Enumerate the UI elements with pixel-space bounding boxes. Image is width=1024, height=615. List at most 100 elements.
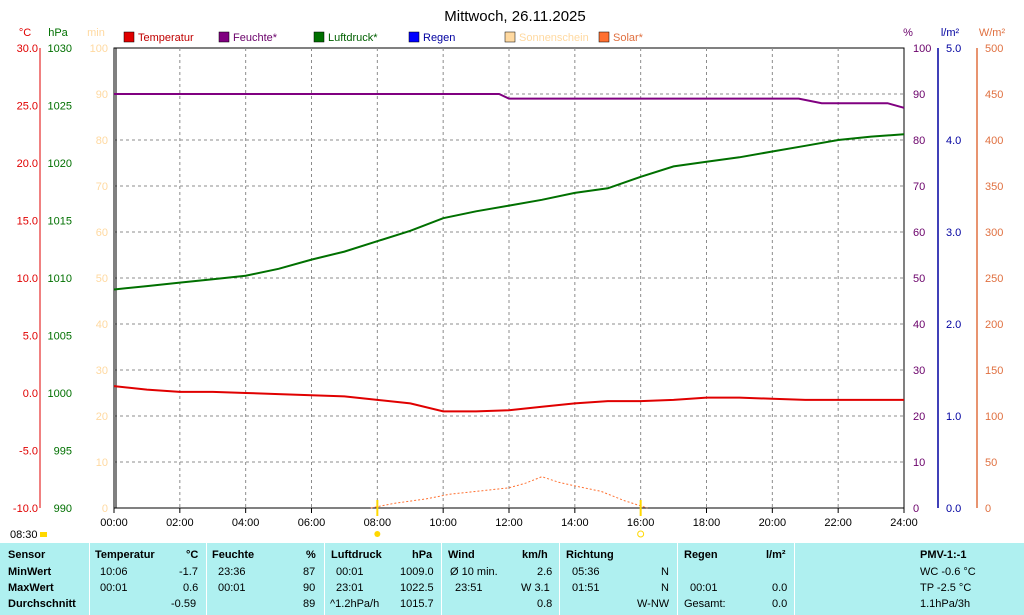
axis-tick-min: 50 — [96, 273, 108, 285]
axis-tick-lm: 5.0 — [946, 43, 961, 55]
row-avg-label: Durchschnitt — [8, 598, 76, 610]
axis-tick-min: 90 — [96, 89, 108, 101]
axis-tick-min: 10 — [96, 457, 108, 469]
axis-tick-lm: 2.0 — [946, 319, 961, 331]
row-min-label: MinWert — [8, 566, 52, 578]
min-press-value: 1009.0 — [400, 566, 434, 578]
axis-tick-deg: 100 — [913, 43, 931, 55]
header-press-unit: hPa — [412, 549, 433, 561]
x-axis-label: 14:00 — [561, 517, 589, 529]
x-axis-label: 24:00 — [890, 517, 918, 529]
legend-swatch — [313, 31, 325, 43]
axis-tick-deg: 80 — [913, 135, 925, 147]
max-hum-time: 00:01 — [218, 582, 246, 594]
axis-tick-hPa: 1005 — [48, 331, 72, 343]
axis-tick-Wm: 350 — [985, 181, 1003, 193]
min-temp-time: 10:06 — [100, 566, 128, 578]
header-rain-unit: l/m² — [766, 549, 786, 561]
axis-tick-deg: 40 — [913, 319, 925, 331]
axis-tick-lm: 4.0 — [946, 135, 961, 147]
min-dir-value: N — [661, 566, 669, 578]
axis-tick-C: 10.0 — [17, 273, 38, 285]
series-line-solar — [370, 476, 648, 509]
header-humidity: Feuchte — [212, 549, 255, 561]
axis-unit-hPa: hPa — [48, 27, 68, 39]
current-time-indicator — [40, 532, 47, 537]
x-axis-label: 06:00 — [298, 517, 326, 529]
axis-tick-hPa: 995 — [54, 446, 72, 458]
x-axis-label: 04:00 — [232, 517, 260, 529]
axis-tick-deg: 90 — [913, 89, 925, 101]
max-dir-time: 01:51 — [572, 582, 600, 594]
axis-tick-deg: 70 — [913, 181, 925, 193]
axis-tick-deg: 30 — [913, 365, 925, 377]
header-direction: Richtung — [566, 549, 614, 561]
legend-label: Luftdruck* — [328, 32, 378, 44]
axis-tick-deg: 10 — [913, 457, 925, 469]
axis-tick-C: 25.0 — [17, 101, 38, 113]
axis-unit-deg: % — [903, 27, 913, 39]
x-axis-label: 00:00 — [100, 517, 128, 529]
axis-tick-deg: 50 — [913, 273, 925, 285]
axis-tick-min: 30 — [96, 365, 108, 377]
min-hum-time: 23:36 — [218, 566, 246, 578]
x-axis-label: 18:00 — [693, 517, 721, 529]
avg-dir-value: W-NW — [637, 598, 670, 610]
min-temp-value: -1.7 — [179, 566, 198, 578]
axis-tick-Wm: 250 — [985, 273, 1003, 285]
axis-tick-deg: 60 — [913, 227, 925, 239]
axis-tick-min: 0 — [102, 503, 108, 515]
axis-tick-lm: 0.0 — [946, 503, 961, 515]
legend-swatch — [504, 31, 516, 43]
avg-press-value: 1015.7 — [400, 598, 434, 610]
axis-tick-C: 20.0 — [17, 158, 38, 170]
axis-tick-C: 30.0 — [17, 43, 38, 55]
axis-tick-hPa: 1000 — [48, 388, 72, 400]
axis-tick-hPa: 1020 — [48, 158, 72, 170]
axis-tick-hPa: 1015 — [48, 216, 72, 228]
axis-tick-lm: 1.0 — [946, 411, 961, 423]
axis-tick-C: -5.0 — [19, 446, 38, 458]
rain-total-label: Gesamt: — [684, 598, 726, 610]
axis-tick-Wm: 400 — [985, 135, 1003, 147]
max-wind-value: W 3.1 — [521, 582, 550, 594]
axis-tick-min: 100 — [90, 43, 108, 55]
header-rain: Regen — [684, 549, 718, 561]
axis-tick-Wm: 500 — [985, 43, 1003, 55]
axis-tick-C: -10.0 — [13, 503, 38, 515]
avg-hum-value: 89 — [303, 598, 316, 610]
max-press-value: 1022.5 — [400, 582, 434, 594]
axis-tick-Wm: 50 — [985, 457, 997, 469]
x-axis-label: 02:00 — [166, 517, 194, 529]
axis-tick-Wm: 450 — [985, 89, 1003, 101]
header-temp-unit: °C — [186, 549, 199, 561]
legend-label: Regen — [423, 32, 455, 44]
legend-label: Solar* — [613, 32, 644, 44]
axis-tick-Wm: 100 — [985, 411, 1003, 423]
series-line-temperatur — [113, 385, 904, 413]
axis-unit-lm: l/m² — [941, 27, 960, 39]
legend-label: Feuchte* — [233, 32, 278, 44]
rain-total-value: 0.0 — [772, 598, 788, 610]
x-axis-label: 10:00 — [429, 517, 457, 529]
header-hum-unit: % — [306, 549, 316, 561]
axis-tick-hPa: 990 — [54, 503, 72, 515]
min-press-time: 00:01 — [336, 566, 364, 578]
max-wind-time: 23:51 — [455, 582, 483, 594]
sunrise-dot — [374, 531, 381, 537]
axis-tick-min: 70 — [96, 181, 108, 193]
pressure-trend-3h: 1.1hPa/3h — [920, 598, 971, 610]
min-wind-text: Ø 10 min. — [450, 566, 498, 578]
x-axis-label: 20:00 — [759, 517, 787, 529]
axis-tick-hPa: 1010 — [48, 273, 72, 285]
min-dir-time: 05:36 — [572, 566, 600, 578]
pmv-wc: WC -0.6 °C — [920, 566, 976, 578]
header-temperature: Temperatur — [95, 549, 155, 561]
header-wind: Wind — [448, 549, 475, 561]
avg-wind-value: 0.8 — [537, 598, 553, 610]
axis-tick-Wm: 150 — [985, 365, 1003, 377]
avg-press-trend: ^1.2hPa/h — [330, 598, 380, 610]
axis-unit-C: °C — [19, 27, 31, 39]
max-hum-value: 90 — [303, 582, 316, 594]
axis-tick-Wm: 200 — [985, 319, 1003, 331]
